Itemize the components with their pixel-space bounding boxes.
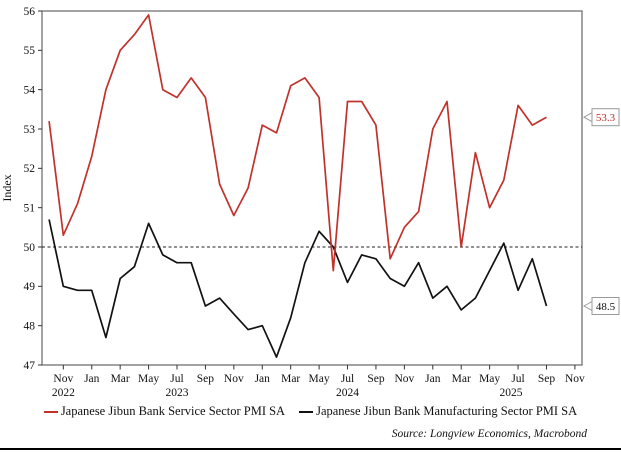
svg-text:Mar: Mar (281, 373, 300, 385)
y-axis-title: Index (0, 174, 14, 201)
svg-text:May: May (138, 373, 159, 385)
svg-text:49: 49 (24, 281, 36, 293)
svg-text:52: 52 (24, 163, 36, 175)
svg-text:55: 55 (24, 45, 36, 57)
chart-legend: Japanese Jibun Bank Service Sector PMI S… (0, 404, 621, 419)
svg-text:Mar: Mar (111, 373, 130, 385)
manufacturing-line-swatch (299, 411, 313, 413)
pmi-line-chart: 47 48 49 50 51 52 53 54 55 56 Index Nov Jan Mar May Jul… (0, 0, 621, 402)
svg-text:2024: 2024 (336, 387, 359, 399)
svg-text:48: 48 (24, 320, 36, 332)
legend-label-service: Japanese Jibun Bank Service Sector PMI S… (61, 404, 285, 419)
svg-text:Jan: Jan (255, 373, 271, 385)
end-value-callout: 48.5 (584, 298, 619, 315)
svg-text:May: May (309, 373, 330, 385)
plot-frame (42, 11, 582, 365)
svg-text:May: May (479, 373, 500, 385)
svg-text:2022: 2022 (52, 387, 75, 399)
svg-text:53: 53 (24, 124, 36, 136)
service-line-swatch (44, 411, 58, 413)
series-line (49, 15, 546, 271)
svg-text:48.5: 48.5 (596, 301, 616, 313)
legend-item-service: Japanese Jibun Bank Service Sector PMI S… (44, 404, 285, 419)
svg-text:Jan: Jan (84, 373, 100, 385)
y-axis: 47 48 49 50 51 52 53 54 55 56 (24, 6, 43, 372)
source-note: Source: Longview Economics, Macrobond (392, 428, 587, 440)
svg-text:Jul: Jul (170, 373, 183, 385)
svg-text:Nov: Nov (53, 373, 73, 385)
svg-text:47: 47 (24, 360, 36, 372)
svg-text:Mar: Mar (452, 373, 471, 385)
series-line (49, 220, 546, 358)
svg-text:Jul: Jul (341, 373, 354, 385)
svg-text:Jan: Jan (425, 373, 441, 385)
svg-text:Sep: Sep (197, 373, 215, 385)
end-value-callout: 53.3 (584, 109, 619, 126)
svg-text:Jul: Jul (511, 373, 524, 385)
svg-text:Nov: Nov (224, 373, 244, 385)
svg-text:Sep: Sep (538, 373, 556, 385)
svg-text:53.3: 53.3 (596, 112, 616, 124)
pmi-chart-figure: 47 48 49 50 51 52 53 54 55 56 Index Nov Jan Mar May Jul… (0, 0, 621, 454)
svg-text:54: 54 (24, 84, 36, 96)
svg-text:Nov: Nov (565, 373, 585, 385)
svg-text:51: 51 (24, 202, 36, 214)
x-axis: Nov Jan Mar May Jul Sep Nov Jan Mar May Jul Sep Nov J… (52, 365, 585, 399)
svg-text:2025: 2025 (499, 387, 522, 399)
svg-text:50: 50 (24, 242, 36, 254)
svg-text:56: 56 (24, 6, 36, 18)
bottom-divider (0, 448, 621, 450)
svg-text:Nov: Nov (394, 373, 414, 385)
svg-text:Sep: Sep (367, 373, 385, 385)
svg-text:2023: 2023 (166, 387, 189, 399)
legend-label-manufacturing: Japanese Jibun Bank Manufacturing Sector… (316, 404, 577, 419)
legend-item-manufacturing: Japanese Jibun Bank Manufacturing Sector… (299, 404, 577, 419)
